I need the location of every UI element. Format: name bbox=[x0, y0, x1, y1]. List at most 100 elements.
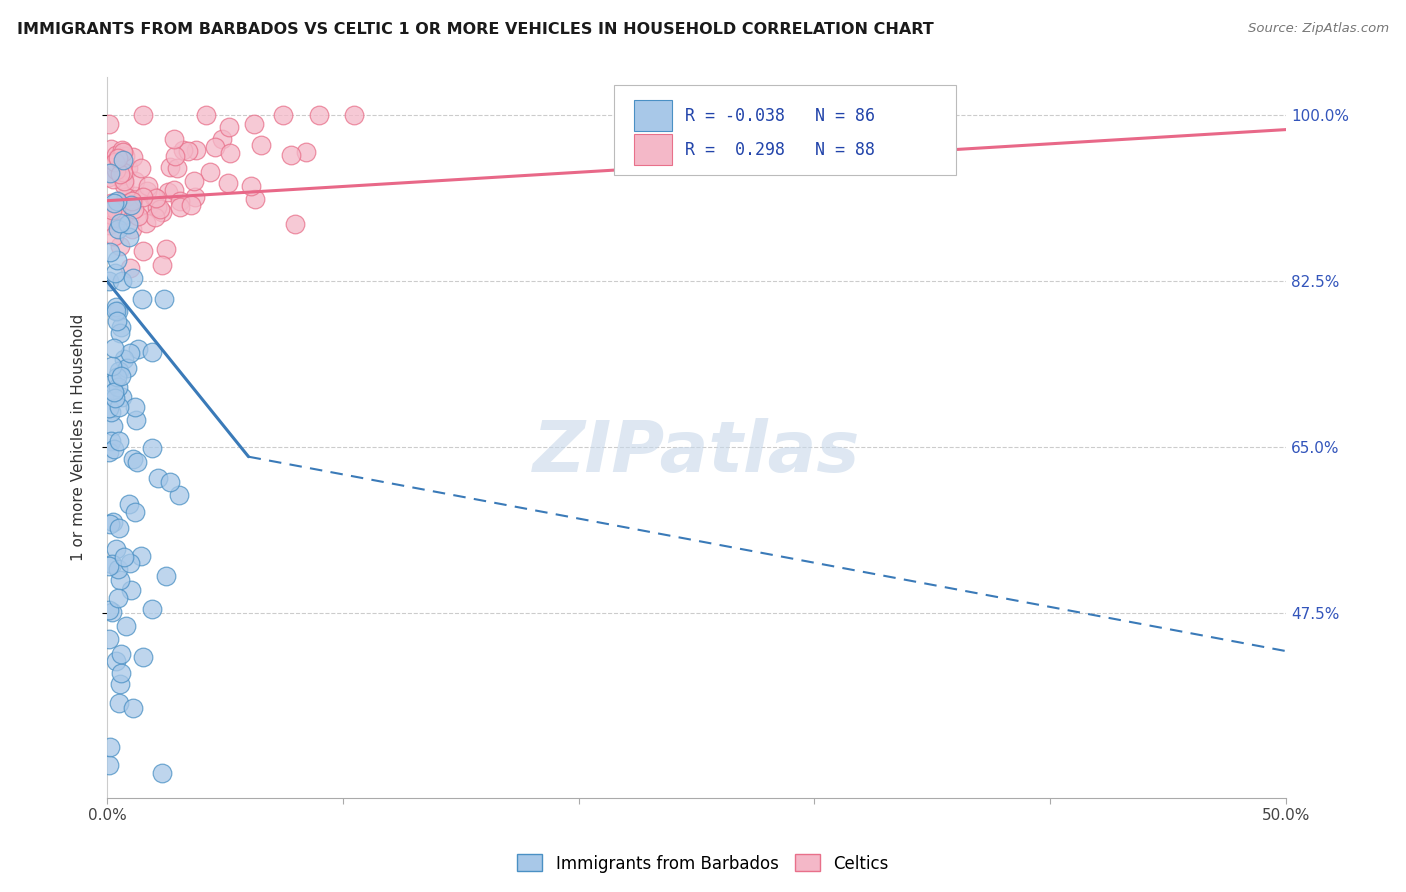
Point bbox=[110, 368, 132, 383]
Point bbox=[194, 108, 217, 122]
Point bbox=[145, 191, 167, 205]
Point bbox=[149, 202, 172, 216]
Point bbox=[136, 179, 159, 194]
Point bbox=[100, 211, 122, 225]
Point bbox=[169, 194, 191, 208]
Point bbox=[105, 194, 128, 208]
Point bbox=[118, 261, 141, 276]
Point bbox=[121, 222, 143, 236]
Point bbox=[112, 168, 135, 182]
Point bbox=[131, 190, 153, 204]
Point bbox=[211, 132, 233, 146]
Text: ZIPatlas: ZIPatlas bbox=[533, 417, 860, 487]
Point bbox=[152, 292, 174, 306]
Y-axis label: 1 or more Vehicles in Household: 1 or more Vehicles in Household bbox=[72, 314, 86, 561]
Point bbox=[127, 342, 149, 356]
Point bbox=[124, 188, 146, 202]
Point bbox=[101, 359, 124, 374]
Point bbox=[124, 413, 146, 427]
Point bbox=[103, 229, 125, 244]
Point bbox=[112, 145, 135, 159]
Point bbox=[110, 647, 132, 661]
Point bbox=[112, 549, 135, 564]
Point bbox=[112, 208, 135, 222]
Point bbox=[107, 252, 129, 267]
Point bbox=[129, 161, 152, 176]
Point bbox=[131, 293, 153, 307]
Point bbox=[122, 452, 145, 467]
Point bbox=[103, 195, 125, 210]
Point bbox=[135, 184, 157, 198]
Point bbox=[167, 488, 190, 502]
Point bbox=[104, 304, 127, 318]
Point bbox=[105, 541, 128, 556]
Point bbox=[122, 202, 145, 216]
Point bbox=[104, 155, 127, 169]
Point bbox=[180, 197, 202, 211]
Point bbox=[117, 360, 139, 375]
Point bbox=[107, 151, 129, 165]
Point bbox=[105, 151, 128, 165]
Point bbox=[98, 274, 121, 288]
Point bbox=[132, 244, 155, 258]
Point bbox=[104, 654, 127, 668]
Point bbox=[150, 258, 173, 272]
Point bbox=[98, 758, 121, 772]
Point bbox=[98, 170, 121, 185]
Point bbox=[115, 619, 138, 633]
Text: R = -0.038   N = 86: R = -0.038 N = 86 bbox=[685, 107, 875, 125]
Point bbox=[115, 190, 138, 204]
Bar bbox=[634, 135, 672, 165]
Point bbox=[108, 239, 131, 253]
Text: R =  0.298   N = 88: R = 0.298 N = 88 bbox=[685, 141, 875, 159]
Point bbox=[127, 454, 149, 468]
Point bbox=[108, 676, 131, 690]
FancyBboxPatch shape bbox=[614, 85, 956, 175]
Point bbox=[103, 384, 125, 399]
Point bbox=[184, 190, 207, 204]
Point bbox=[155, 569, 177, 583]
Point bbox=[159, 161, 181, 175]
Point bbox=[124, 401, 146, 415]
Point bbox=[110, 172, 132, 186]
Point bbox=[198, 164, 221, 178]
Point bbox=[117, 229, 139, 244]
Point bbox=[103, 515, 125, 529]
Point bbox=[98, 603, 121, 617]
Point bbox=[127, 209, 149, 223]
Point bbox=[107, 562, 129, 576]
Point bbox=[141, 602, 163, 616]
Point bbox=[131, 108, 153, 122]
Point bbox=[108, 434, 131, 448]
Point bbox=[103, 341, 125, 355]
Point bbox=[98, 445, 121, 459]
Point bbox=[117, 218, 139, 232]
Point bbox=[100, 202, 122, 217]
Point bbox=[105, 370, 128, 384]
Point bbox=[107, 304, 129, 318]
Point bbox=[108, 216, 131, 230]
Point bbox=[107, 380, 129, 394]
Point bbox=[98, 244, 121, 259]
Point bbox=[271, 108, 294, 122]
Point bbox=[101, 376, 124, 391]
Point bbox=[108, 521, 131, 535]
Point bbox=[169, 200, 191, 214]
Point bbox=[172, 143, 194, 157]
Point bbox=[108, 573, 131, 587]
Text: Source: ZipAtlas.com: Source: ZipAtlas.com bbox=[1249, 22, 1389, 36]
Point bbox=[111, 145, 134, 159]
Point bbox=[101, 419, 124, 434]
Point bbox=[124, 505, 146, 519]
Point bbox=[98, 559, 121, 574]
Point bbox=[111, 143, 134, 157]
Point bbox=[110, 319, 132, 334]
Point bbox=[100, 405, 122, 419]
Point bbox=[122, 150, 145, 164]
Point bbox=[112, 153, 135, 168]
Point bbox=[105, 314, 128, 328]
Legend: Immigrants from Barbados, Celtics: Immigrants from Barbados, Celtics bbox=[510, 847, 896, 880]
Point bbox=[104, 162, 127, 177]
Point bbox=[104, 391, 127, 405]
Point bbox=[104, 266, 127, 280]
